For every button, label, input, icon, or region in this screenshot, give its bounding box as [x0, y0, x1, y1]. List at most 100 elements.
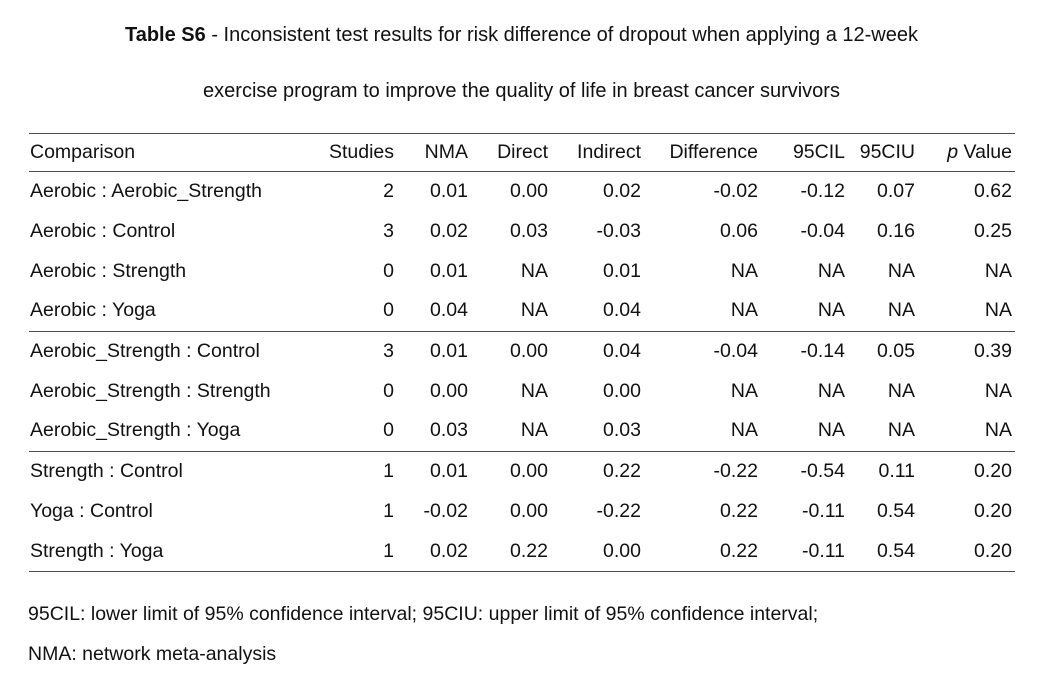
- comparison-cell: Aerobic : Control: [30, 220, 176, 243]
- table-row: Aerobic : Strength 0 0.01 NA 0.01 NA NA NA NA: [29, 251, 1015, 291]
- value-cell: -0.04: [800, 220, 845, 243]
- comparison-cell: Yoga : Control: [30, 499, 153, 522]
- column-header-difference: Difference: [644, 133, 761, 172]
- results-table: Comparison Studies NMA Direct Indirect D…: [29, 133, 1015, 572]
- value-cell: -0.14: [800, 340, 845, 363]
- value-cell: NA: [887, 379, 915, 402]
- value-cell: NA: [848, 411, 918, 452]
- value-cell: NA: [644, 291, 761, 332]
- column-header-comparison: Comparison: [29, 133, 309, 172]
- value-cell: NA: [984, 379, 1012, 402]
- value-cell: NA: [520, 259, 548, 282]
- value-cell: 0.00: [510, 180, 548, 203]
- value-cell: 0.03: [397, 411, 471, 452]
- table-header-row: Comparison Studies NMA Direct Indirect D…: [29, 133, 1015, 172]
- value-cell: -0.22: [596, 499, 641, 522]
- table-caption-label: Table S6: [124, 24, 206, 46]
- column-header-direct: Direct: [471, 133, 551, 172]
- table-row: Aerobic_Strength : Yoga 0 0.03 NA 0.03 NA NA NA…: [29, 411, 1015, 452]
- footnote-ci-definitions: 95CIL: lower limit of 95% confidence int…: [28, 602, 819, 625]
- value-cell: 0.22: [510, 539, 548, 562]
- value-cell: 0.20: [974, 499, 1012, 522]
- p-value-italic-p: p: [947, 141, 959, 163]
- column-header-95cil: 95CIL: [761, 133, 848, 172]
- value-cell: 0.39: [974, 340, 1012, 363]
- value-cell: 0.00: [603, 539, 641, 562]
- value-cell: 0.00: [603, 379, 641, 402]
- value-cell: 0.22: [720, 499, 758, 522]
- value-cell: -0.02: [713, 180, 758, 203]
- value-cell: 0.01: [603, 259, 641, 282]
- value-cell: 0.04: [551, 291, 644, 332]
- value-cell: 0.00: [510, 460, 548, 483]
- value-cell: NA: [761, 411, 848, 452]
- comparison-cell: Aerobic_Strength : Yoga: [29, 411, 309, 452]
- value-cell: 0.25: [974, 220, 1012, 243]
- table-row: Aerobic_Strength : Control 3 0.01 0.00 0.04 -…: [29, 331, 1015, 371]
- value-cell: -0.54: [800, 460, 845, 483]
- value-cell: NA: [918, 291, 1015, 332]
- table-caption-line1: - Inconsistent test results for risk dif…: [205, 24, 918, 46]
- column-header-indirect: Indirect: [551, 133, 644, 172]
- comparison-cell: Aerobic : Yoga: [29, 291, 309, 332]
- value-cell: NA: [520, 379, 548, 402]
- value-cell: 0: [383, 379, 394, 402]
- value-cell: 1: [383, 499, 394, 522]
- column-header-95ciu: 95CIU: [848, 133, 918, 172]
- value-cell: 1: [383, 460, 394, 483]
- value-cell: 3: [383, 340, 394, 363]
- comparison-cell: Aerobic_Strength : Control: [30, 340, 260, 363]
- table-caption: Table S6 - Inconsistent test results for…: [28, 0, 1015, 119]
- value-cell: 0: [309, 291, 397, 332]
- value-cell: NA: [471, 291, 551, 332]
- p-value-rest: Value: [958, 141, 1012, 163]
- value-cell: 3: [383, 220, 394, 243]
- value-cell: 0.02: [603, 180, 641, 203]
- table-row: Aerobic_Strength : Strength 0 0.00 NA 0.00 NA…: [29, 371, 1015, 411]
- value-cell: NA: [848, 291, 918, 332]
- value-cell: 0.16: [877, 220, 915, 243]
- value-cell: -0.02: [423, 499, 468, 522]
- value-cell: 0: [309, 411, 397, 452]
- value-cell: 0.06: [720, 220, 758, 243]
- table-row: Aerobic : Yoga 0 0.04 NA 0.04 NA NA NA NA: [29, 291, 1015, 332]
- value-cell: 0.54: [877, 499, 915, 522]
- value-cell: -0.12: [800, 180, 845, 203]
- value-cell: 0.02: [430, 220, 468, 243]
- table-footnotes: 95CIL: lower limit of 95% confidence int…: [28, 594, 1015, 674]
- value-cell: 0.11: [878, 460, 915, 483]
- value-cell: -0.11: [802, 539, 845, 562]
- value-cell: 0.20: [974, 460, 1012, 483]
- table-row: Strength : Control 1 0.01 0.00 0.22 -0.22 -0.5…: [29, 451, 1015, 491]
- table-row: Aerobic : Aerobic_Strength 2 0.01 0.00 0.02 -…: [29, 172, 1015, 212]
- value-cell: 0.01: [430, 340, 468, 363]
- value-cell: 0.02: [430, 539, 468, 562]
- value-cell: NA: [817, 259, 845, 282]
- value-cell: NA: [730, 259, 758, 282]
- column-header-p-value: p Value: [918, 133, 1015, 172]
- value-cell: 0.20: [974, 539, 1012, 562]
- value-cell: NA: [984, 259, 1012, 282]
- value-cell: 0.03: [551, 411, 644, 452]
- value-cell: 0.05: [877, 340, 915, 363]
- value-cell: -0.11: [802, 499, 845, 522]
- comparison-cell: Aerobic : Strength: [30, 259, 187, 282]
- value-cell: NA: [471, 411, 551, 452]
- value-cell: 0.01: [430, 460, 468, 483]
- comparison-cell: Strength : Control: [30, 460, 183, 483]
- comparison-cell: Aerobic : Aerobic_Strength: [30, 180, 262, 203]
- table-body: Aerobic : Aerobic_Strength 2 0.01 0.00 0.02 -…: [29, 172, 1015, 572]
- value-cell: -0.22: [713, 460, 758, 483]
- value-cell: 0.01: [430, 259, 468, 282]
- table-row: Yoga : Control 1 -0.02 0.00 -0.22 0.22 -0.11 0.…: [29, 492, 1015, 532]
- value-cell: 0.62: [974, 180, 1012, 203]
- value-cell: 0.03: [510, 220, 548, 243]
- value-cell: NA: [761, 291, 848, 332]
- comparison-cell: Aerobic_Strength : Strength: [30, 379, 271, 402]
- value-cell: -0.04: [713, 340, 758, 363]
- value-cell: 0.04: [603, 340, 641, 363]
- value-cell: 0.07: [877, 180, 915, 203]
- column-header-studies: Studies: [309, 133, 397, 172]
- footnote-nma-definition: NMA: network meta-analysis: [28, 642, 277, 665]
- comparison-cell: Strength : Yoga: [30, 539, 164, 562]
